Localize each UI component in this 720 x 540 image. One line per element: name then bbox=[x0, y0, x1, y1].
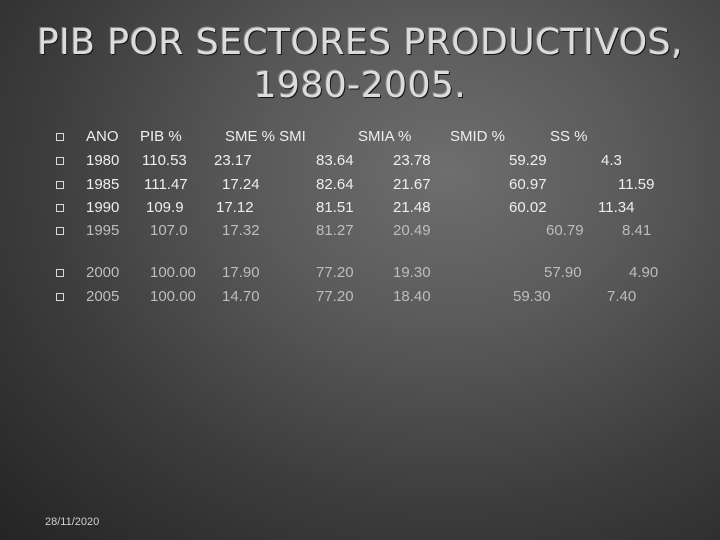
list-item-1995: 1995 107.0 17.32 81.27 20.49 60.79 8.41 bbox=[0, 220, 720, 242]
list-item-1985: 1985 111.47 17.24 82.64 21.67 60.97 11.5… bbox=[0, 174, 720, 196]
cell-pib: 111.47 bbox=[144, 176, 188, 193]
cell-smi: 81.27 bbox=[316, 222, 354, 239]
square-bullet-icon bbox=[56, 269, 64, 277]
cell-smi: 77.20 bbox=[316, 264, 354, 281]
cell-smi: 83.64 bbox=[316, 152, 354, 169]
cell-sme: 14.70 bbox=[222, 288, 260, 305]
header-smid: SMID % bbox=[450, 128, 506, 145]
cell-pib: 100.00 bbox=[150, 288, 196, 305]
cell-smia: 21.67 bbox=[393, 176, 431, 193]
slide-title-line-1: PIB POR SECTORES PRODUCTIVOS, bbox=[36, 22, 684, 63]
header-pib: PIB % bbox=[140, 128, 182, 145]
cell-smia: 18.40 bbox=[393, 288, 431, 305]
cell-smid: 60.97 bbox=[509, 176, 547, 193]
header-sme-smi: SME % SMI bbox=[225, 128, 306, 145]
header-year: ANO bbox=[86, 128, 119, 145]
square-bullet-icon bbox=[56, 181, 64, 189]
list-item-header: ANO PIB % SME % SMI SMIA % SMID % SS % bbox=[0, 126, 720, 148]
cell-pib: 109.9 bbox=[146, 199, 184, 216]
header-smia: SMIA % bbox=[358, 128, 412, 145]
cell-sme: 17.90 bbox=[222, 264, 260, 281]
footer-date: 28/11/2020 bbox=[45, 516, 100, 528]
cell-year: 1980 bbox=[86, 152, 120, 169]
cell-smi: 77.20 bbox=[316, 288, 354, 305]
cell-year: 1995 bbox=[86, 222, 120, 239]
cell-ss: 4.3 bbox=[601, 152, 622, 169]
cell-smid: 57.90 bbox=[544, 264, 582, 281]
list-item-1980: 1980 110.53 23.17 83.64 23.78 59.29 4.3 bbox=[0, 150, 720, 172]
cell-smia: 23.78 bbox=[393, 152, 431, 169]
cell-year: 2005 bbox=[86, 288, 120, 305]
cell-year: 1990 bbox=[86, 199, 120, 216]
cell-sme: 17.32 bbox=[222, 222, 260, 239]
cell-smid: 59.30 bbox=[513, 288, 551, 305]
cell-smia: 21.48 bbox=[393, 199, 431, 216]
cell-sme: 17.12 bbox=[216, 199, 254, 216]
cell-smi: 82.64 bbox=[316, 176, 354, 193]
cell-ss: 4.90 bbox=[629, 264, 659, 281]
cell-ss: 7.40 bbox=[607, 288, 637, 305]
cell-pib: 110.53 bbox=[142, 152, 187, 169]
square-bullet-icon bbox=[56, 293, 64, 301]
square-bullet-icon bbox=[56, 157, 64, 165]
header-ss: SS % bbox=[550, 128, 588, 145]
cell-smid: 60.79 bbox=[546, 222, 584, 239]
list-item-2005: 2005 100.00 14.70 77.20 18.40 59.30 7.40 bbox=[0, 286, 720, 308]
square-bullet-icon bbox=[56, 204, 64, 212]
cell-ss: 8.41 bbox=[622, 222, 652, 239]
list-item-2000: 2000 100.00 17.90 77.20 19.30 57.90 4.90 bbox=[0, 262, 720, 284]
cell-year: 2000 bbox=[86, 264, 120, 281]
cell-ss: 11.34 bbox=[598, 199, 635, 216]
cell-smid: 60.02 bbox=[509, 199, 547, 216]
square-bullet-icon bbox=[56, 133, 64, 141]
cell-year: 1985 bbox=[86, 176, 120, 193]
cell-smi: 81.51 bbox=[316, 199, 354, 216]
cell-sme: 17.24 bbox=[222, 176, 260, 193]
slide-title-line-2: 1980-2005. bbox=[253, 65, 467, 106]
cell-smia: 19.30 bbox=[393, 264, 431, 281]
cell-smid: 59.29 bbox=[509, 152, 547, 169]
cell-smia: 20.49 bbox=[393, 222, 431, 239]
cell-pib: 107.0 bbox=[150, 222, 188, 239]
list-item-1990: 1990 109.9 17.12 81.51 21.48 60.02 11.34 bbox=[0, 197, 720, 219]
cell-sme: 23.17 bbox=[214, 152, 252, 169]
cell-ss: 11.59 bbox=[618, 176, 655, 193]
cell-pib: 100.00 bbox=[150, 264, 196, 281]
square-bullet-icon bbox=[56, 227, 64, 235]
